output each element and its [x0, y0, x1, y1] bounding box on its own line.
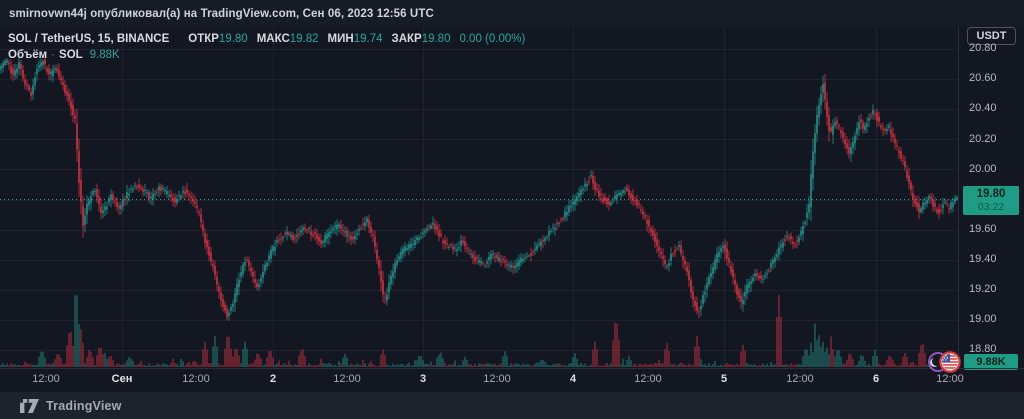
- price-tick: 19.20: [969, 283, 997, 295]
- us-flag-emoji-badge[interactable]: [939, 351, 961, 373]
- price-tick: 20.40: [969, 102, 997, 114]
- publish-info-bar: smirnovwn44j опубликовал(а) на TradingVi…: [0, 0, 1024, 27]
- price-tick: 20.60: [969, 72, 997, 84]
- volume-axis-badge: 9.88K: [964, 354, 1018, 370]
- last-price-value: 19.80: [976, 188, 1006, 200]
- us-flag-icon: [939, 351, 961, 373]
- time-tick: 2: [269, 373, 277, 385]
- price-tick: 19.00: [969, 313, 997, 325]
- price-chart-pane[interactable]: SOL / TetherUS, 15, BINANCE ОТКР19.80 МАКС…: [0, 27, 961, 373]
- currency-toggle-button[interactable]: USDT: [966, 27, 1017, 45]
- tradingview-logo-icon: [20, 398, 39, 413]
- footer-bar: TradingView: [0, 392, 1024, 419]
- price-tick: 19.60: [969, 223, 997, 235]
- time-tick: 12:00: [32, 373, 60, 385]
- price-tick: 18.80: [969, 343, 997, 355]
- time-tick: 12:00: [936, 373, 964, 385]
- publish-info-text: smirnovwn44j опубликовал(а) на TradingVi…: [9, 7, 434, 20]
- last-price-label: 19.80 03:22: [963, 186, 1019, 215]
- price-tick: 20.00: [969, 163, 997, 175]
- time-tick: 12:00: [333, 373, 361, 385]
- tradingview-brand-link[interactable]: TradingView: [46, 398, 122, 413]
- time-tick: 12:00: [786, 373, 814, 385]
- time-tick: 12:00: [483, 373, 511, 385]
- time-tick: Сен: [111, 373, 133, 385]
- time-tick: 12:00: [182, 373, 210, 385]
- time-tick: 6: [872, 373, 880, 385]
- time-tick: 5: [720, 373, 728, 385]
- bar-countdown: 03:22: [977, 201, 1005, 213]
- candlestick-canvas[interactable]: [0, 27, 958, 368]
- price-axis-scale[interactable]: USDT 20.80 20.60 20.40 20.20 20.00 19.60 19.40…: [958, 27, 1024, 370]
- price-tick: 20.80: [969, 42, 997, 54]
- chart-panel: SOL / TetherUS, 15, BINANCE ОТКР19.80 МАКС…: [0, 27, 1024, 392]
- reaction-badges[interactable]: [928, 351, 974, 373]
- time-tick: 3: [419, 373, 427, 385]
- time-tick: 4: [569, 373, 577, 385]
- time-tick: 12:00: [634, 373, 662, 385]
- price-tick: 20.20: [969, 133, 997, 145]
- price-tick: 19.40: [969, 253, 997, 265]
- time-axis-scale[interactable]: 12:00 Сен 12:00 2 12:00 3 12:00 4 12:00 5 12:00 6 12…: [0, 368, 1024, 392]
